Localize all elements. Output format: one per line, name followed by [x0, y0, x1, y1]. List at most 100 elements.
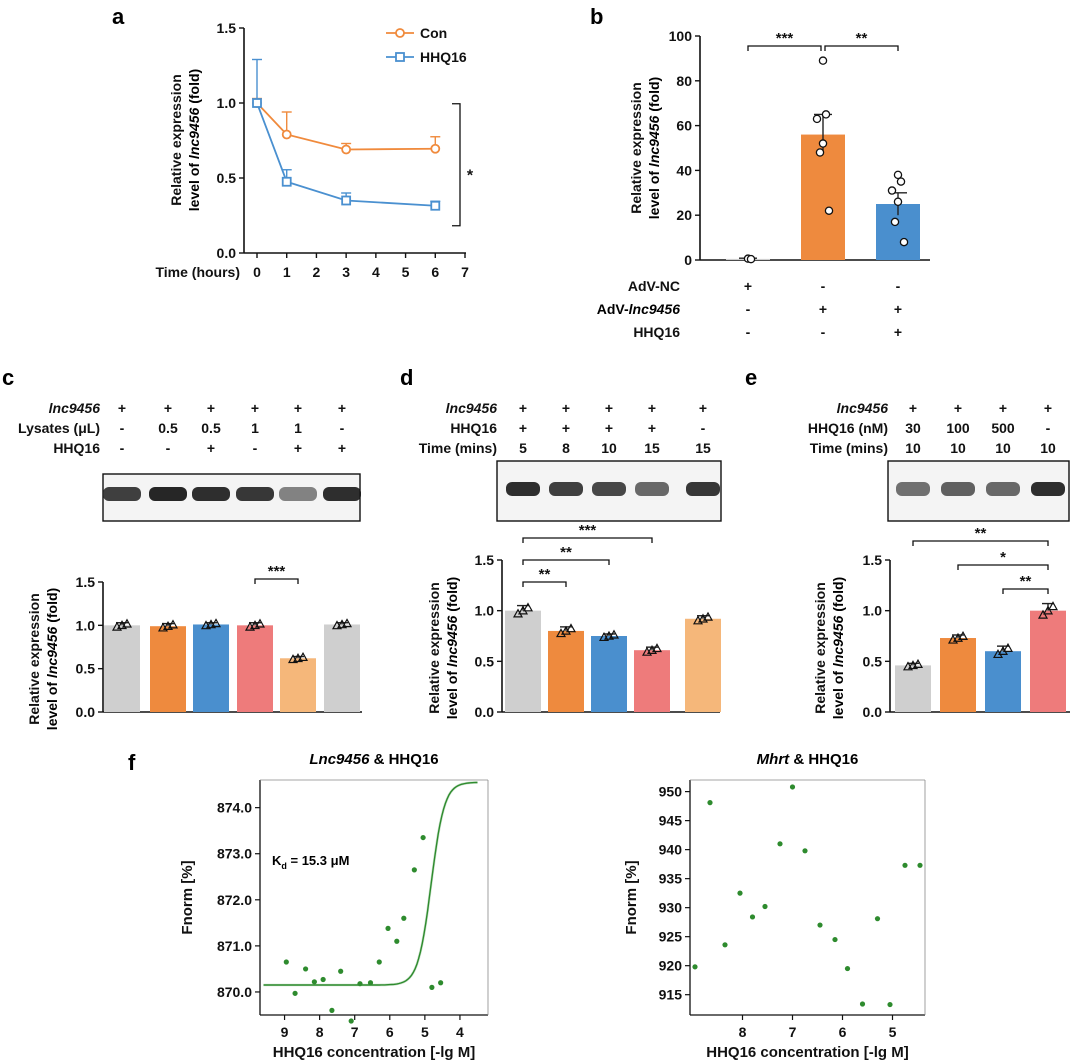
f-left-x-tick-label: 4 [456, 1024, 464, 1040]
f-left-y-tick-label: 873.0 [217, 846, 252, 862]
e-bar [1030, 610, 1066, 712]
f-left-kd-annotation: Kd = 15.3 μM [272, 853, 349, 871]
f-left-y-label: Fnorm [%] [179, 860, 196, 934]
f-right-data-point [707, 800, 713, 806]
d-condition-sign: + [519, 400, 527, 416]
f-right-title-suffix: & HHQ16 [789, 751, 858, 768]
b-data-point [818, 56, 828, 65]
d-significance-bracket [522, 559, 610, 565]
a-y-tick-label: 1.5 [217, 20, 237, 36]
c-condition-sign: - [166, 440, 171, 456]
f-left-y-tick-label: 874.0 [217, 800, 252, 816]
d-y-tick-label: 1.0 [475, 603, 495, 619]
f-left-data-point [329, 1007, 335, 1013]
d-condition-sign: 10 [601, 440, 617, 456]
f-left-title-suffix: & HHQ16 [369, 751, 438, 768]
f-right-data-point [874, 916, 881, 922]
c-bar [104, 625, 140, 712]
c-y-label-suffix: (fold) [44, 588, 60, 627]
c-significance-bracket [254, 578, 299, 584]
d-significance-bracket [522, 581, 567, 587]
panel-label-f: f [128, 750, 136, 775]
d-condition-label: Time (mins) [419, 440, 497, 456]
panel-f-right-mst-plot: 915 920 925 930 935 940 945 950 8 7 6 5 Mhrt & HHQ16… [623, 751, 926, 1060]
c-condition-sign: - [253, 440, 258, 456]
b-condition-label-prefix: AdV- [597, 301, 629, 317]
c-condition-sign: + [118, 400, 126, 416]
f-left-fit-band [263, 781, 478, 987]
f-right-y-tick-label: 950 [659, 784, 683, 800]
d-data-point [522, 602, 534, 612]
e-condition-label: HHQ16 (nM) [808, 420, 888, 436]
b-y-tick-label: 80 [676, 73, 692, 89]
c-condition-label: HHQ16 [53, 440, 100, 456]
e-data-point [957, 630, 969, 641]
a-x-tick-label: 5 [402, 264, 410, 280]
e-data-point [1047, 601, 1059, 611]
b-data-point [815, 148, 825, 157]
d-condition-sign: 15 [644, 440, 660, 456]
f-right-data-point [749, 914, 756, 920]
f-left-data-point [320, 976, 326, 983]
b-data-point [899, 237, 909, 247]
b-condition-label-italic: lnc9456 [629, 301, 681, 317]
f-left-data-point [283, 959, 289, 965]
b-y-label-line2: level of lnc9456 (fold) [646, 77, 662, 219]
e-data-point [1042, 605, 1054, 615]
b-condition-sign: - [821, 324, 826, 340]
b-data-point [896, 177, 906, 186]
d-condition-label: HHQ16 [450, 420, 497, 436]
d-data-point [608, 629, 620, 639]
c-gel-band [192, 487, 230, 501]
d-condition-sign: 5 [519, 440, 527, 456]
c-condition-sign: - [120, 440, 125, 456]
e-condition-sign: 10 [950, 440, 966, 456]
b-condition-sign: + [819, 301, 827, 317]
d-data-point [702, 611, 714, 621]
panel-label-b: b [590, 4, 603, 29]
d-condition-sign: + [699, 400, 707, 416]
f-left-x-tick-label: 7 [351, 1024, 359, 1040]
f-right-data-point [777, 841, 783, 847]
panel-f-left-mst-plot: 870.0 871.0 872.0 873.0 874.0 9 8 7 6 5 4 Lnc9456 &… [179, 751, 489, 1060]
panel-label-d: d [400, 365, 413, 390]
b-significance-bracket [824, 45, 899, 51]
d-gel-band [635, 482, 669, 496]
f-left-fit-curve [263, 781, 478, 986]
b-condition-sign: - [746, 301, 751, 317]
e-condition-label: Time (mins) [810, 440, 888, 456]
f-left-data-point [385, 925, 391, 931]
f-right-x-tick-label: 6 [839, 1024, 847, 1040]
f-left-data-point [394, 938, 400, 944]
f-right-data-point [817, 922, 823, 928]
c-condition-sign: + [338, 400, 346, 416]
c-gel-band [149, 487, 187, 501]
e-condition-sign: 10 [905, 440, 921, 456]
e-bar [985, 651, 1021, 712]
a-x-tick-label: 7 [461, 264, 469, 280]
a-y-label-line2: level of lnc9456 (fold) [186, 69, 202, 211]
d-data-point [651, 643, 663, 653]
e-gel-band [941, 482, 975, 496]
f-right-data-point [844, 965, 851, 972]
c-gel-band [323, 487, 361, 501]
a-legend-marker-HHQ16 [395, 52, 405, 62]
e-significance-label: ** [975, 525, 987, 542]
c-condition-sign: 1 [294, 420, 302, 436]
c-bar [324, 624, 360, 712]
f-right-x-tick-label: 5 [889, 1024, 897, 1040]
e-y-label-prefix: level of [830, 667, 846, 719]
a-series-line-HHQ16 [256, 102, 436, 207]
c-condition-sign: + [294, 400, 302, 416]
c-y-tick-label: 1.0 [76, 617, 96, 633]
b-data-point [746, 254, 756, 264]
e-y-tick-label: 1.0 [863, 603, 883, 619]
e-data-point [1037, 609, 1049, 619]
f-left-kd-sub: d [281, 861, 287, 871]
d-y-label-prefix: level of [444, 667, 460, 719]
c-gel-band [103, 487, 141, 501]
f-right-y-label: Fnorm [%] [623, 860, 640, 934]
a-x-tick-label: 3 [342, 264, 350, 280]
a-point-HHQ16 [341, 195, 352, 206]
a-significance-bracket [452, 103, 461, 227]
